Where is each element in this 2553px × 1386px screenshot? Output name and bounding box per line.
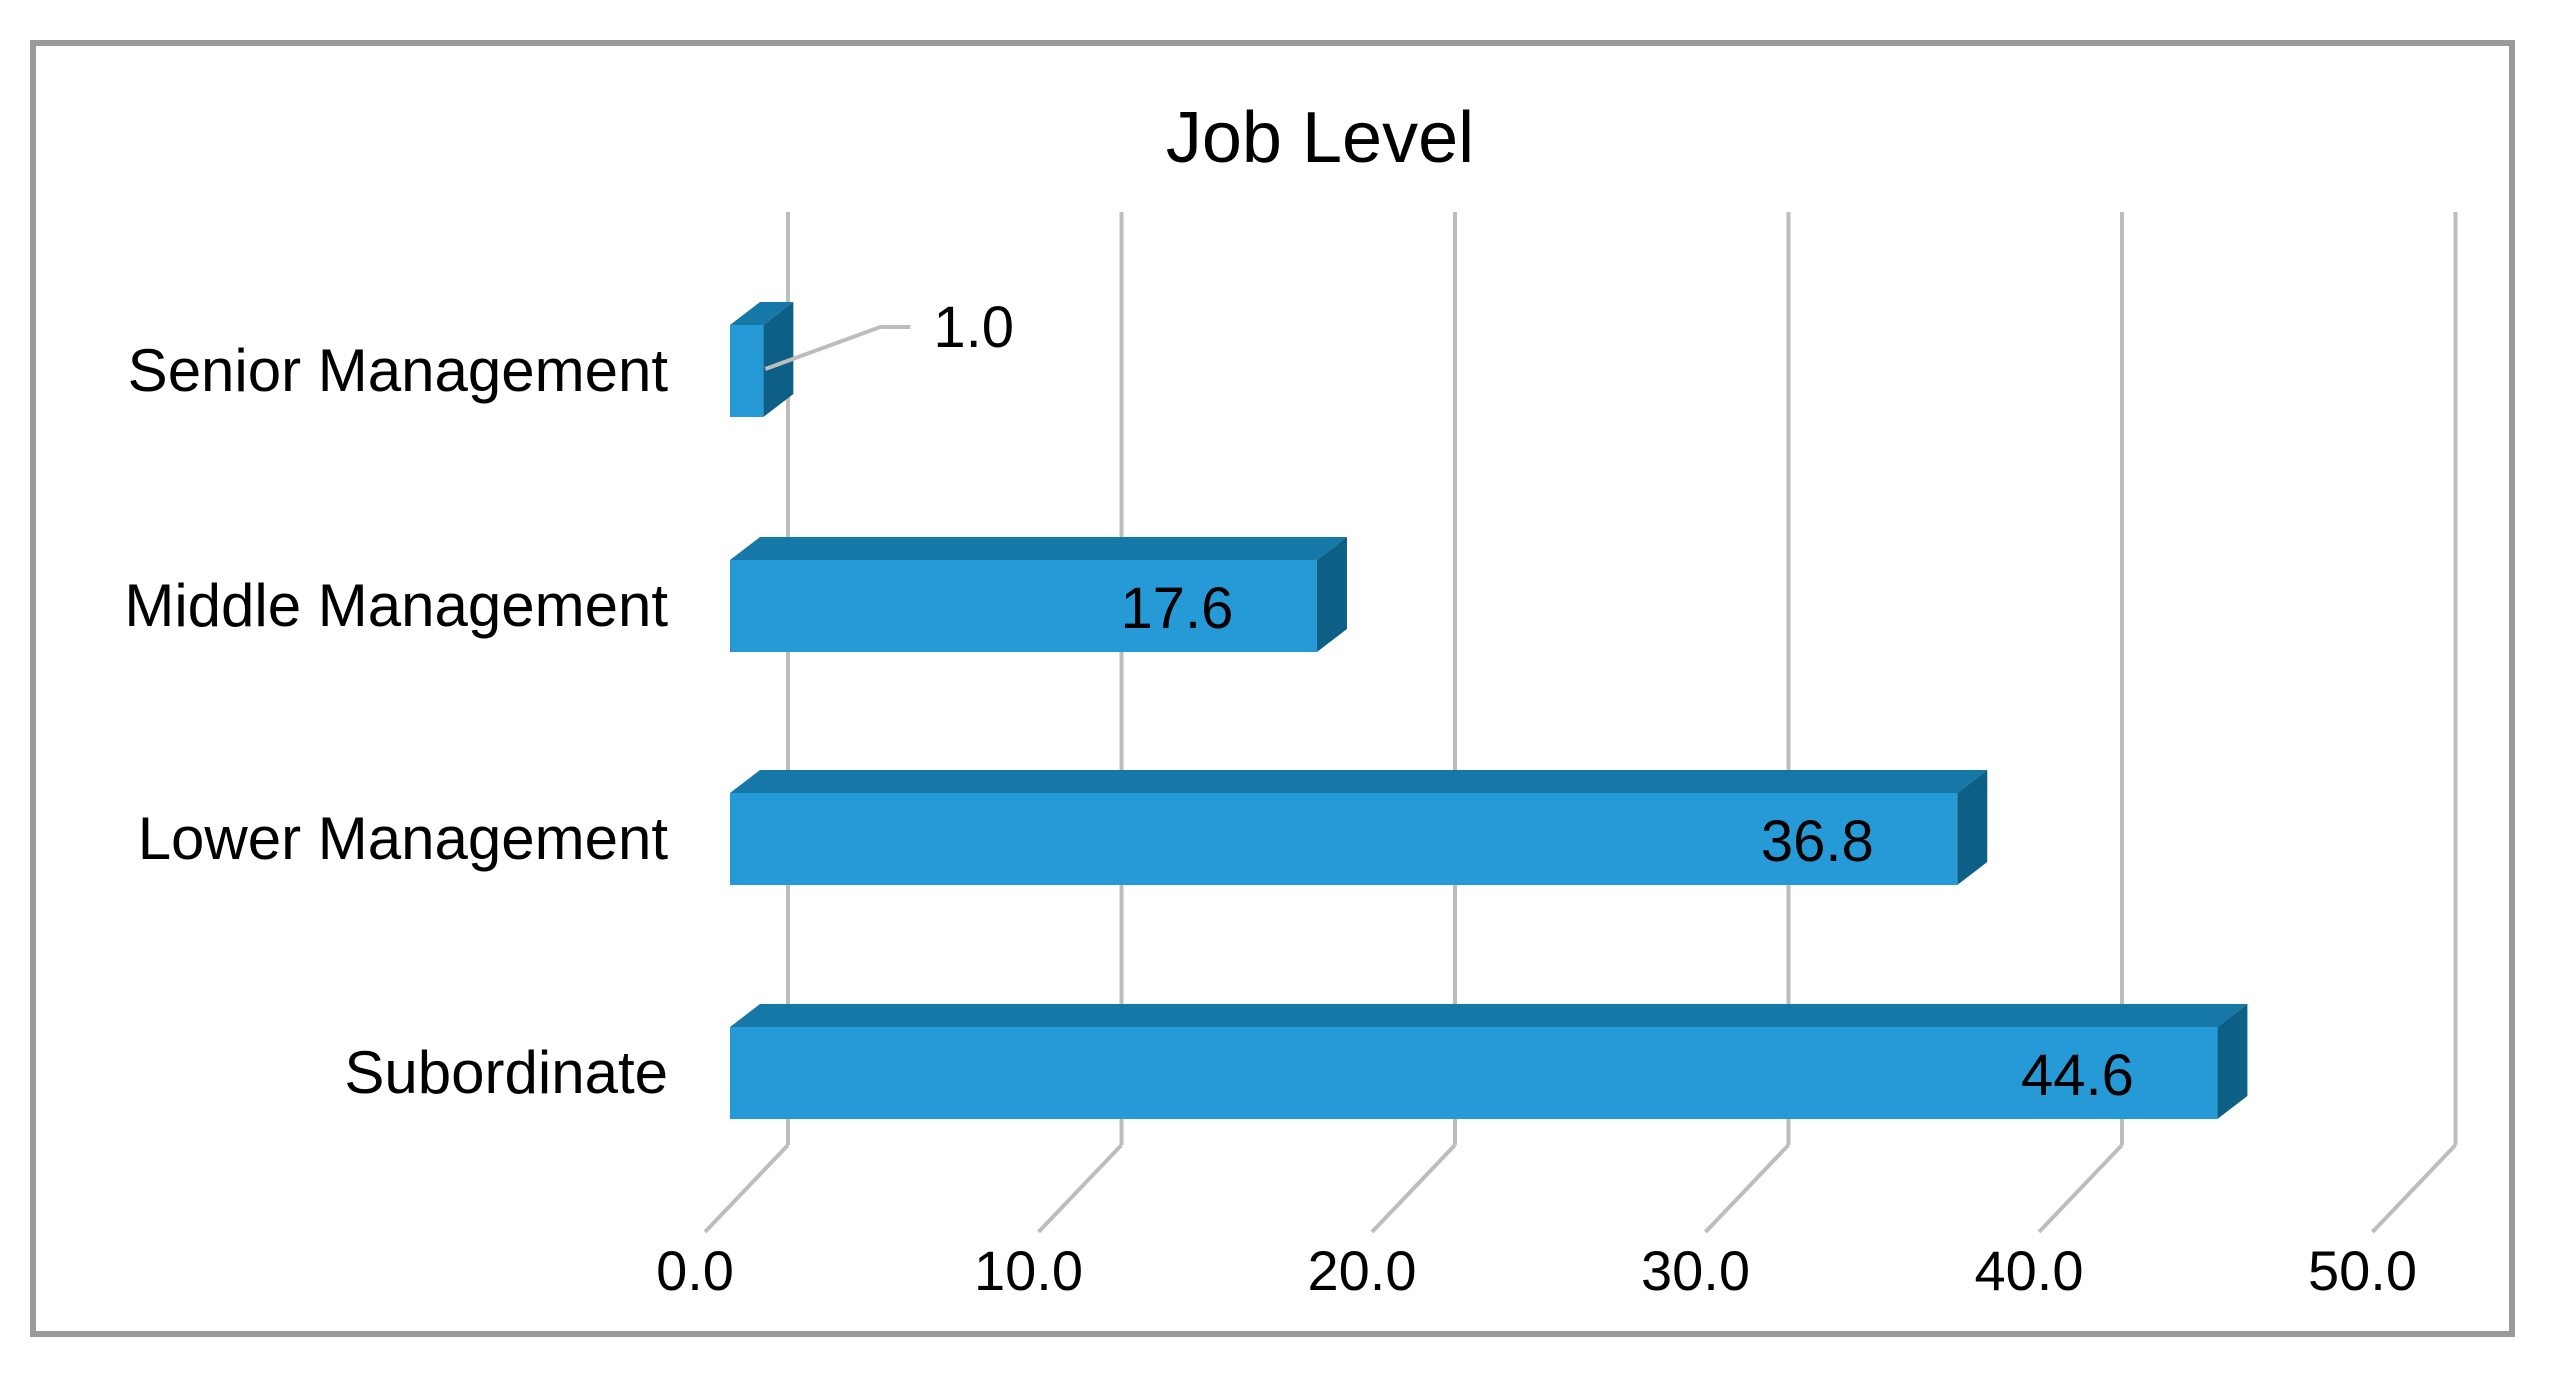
chart-title: Job Level (1166, 98, 1474, 178)
category-label: Senior Management (128, 337, 669, 404)
floor-grid-line (703, 1143, 790, 1234)
bar-top-face (730, 302, 794, 325)
bar-front-face (730, 560, 1317, 652)
data-label: 36.8 (1761, 809, 1874, 874)
bar-side-face (1316, 537, 1347, 652)
data-label: 44.6 (2021, 1043, 2134, 1108)
bar (730, 770, 1988, 885)
bar-top-face (730, 1004, 2248, 1027)
labels: 0.0 10.0 20.0 30.0 40.0 50.0 Senior Management… (124, 295, 2417, 1302)
floor-grid-line (1704, 1143, 1790, 1234)
bar-side-face (2217, 1004, 2248, 1119)
bar (730, 302, 794, 417)
x-tick-label: 30.0 (1641, 1239, 1750, 1302)
category-label: Subordinate (344, 1039, 668, 1106)
category-label: Lower Management (138, 805, 669, 872)
data-label: 17.6 (1121, 576, 1234, 641)
x-tick-label: 0.0 (656, 1239, 734, 1302)
floor-grid-line (2037, 1143, 2124, 1234)
data-label-leader (764, 325, 911, 371)
x-tick-label: 50.0 (2308, 1239, 2417, 1302)
floor-grid-line (1370, 1143, 1457, 1234)
bar-top-face (730, 770, 1988, 793)
bar-front-face (730, 793, 1958, 885)
bar-side-face (763, 302, 794, 417)
bar-front-face (730, 1027, 2218, 1119)
x-tick-label: 40.0 (1975, 1239, 2084, 1302)
bar (730, 1004, 2248, 1119)
x-tick-label: 20.0 (1308, 1239, 1417, 1302)
bar-top-face (730, 537, 1347, 560)
bar-side-face (1957, 770, 1988, 885)
x-tick-label: 10.0 (974, 1239, 1083, 1302)
bar (730, 537, 1347, 652)
chart-frame (30, 40, 2515, 1337)
bars (730, 302, 2248, 1119)
category-label: Middle Management (124, 572, 668, 639)
floor-grid-line (2371, 1143, 2457, 1234)
bar-front-face (730, 325, 764, 417)
data-label: 1.0 (933, 295, 1014, 360)
floor-grid-line (1037, 1143, 1123, 1234)
